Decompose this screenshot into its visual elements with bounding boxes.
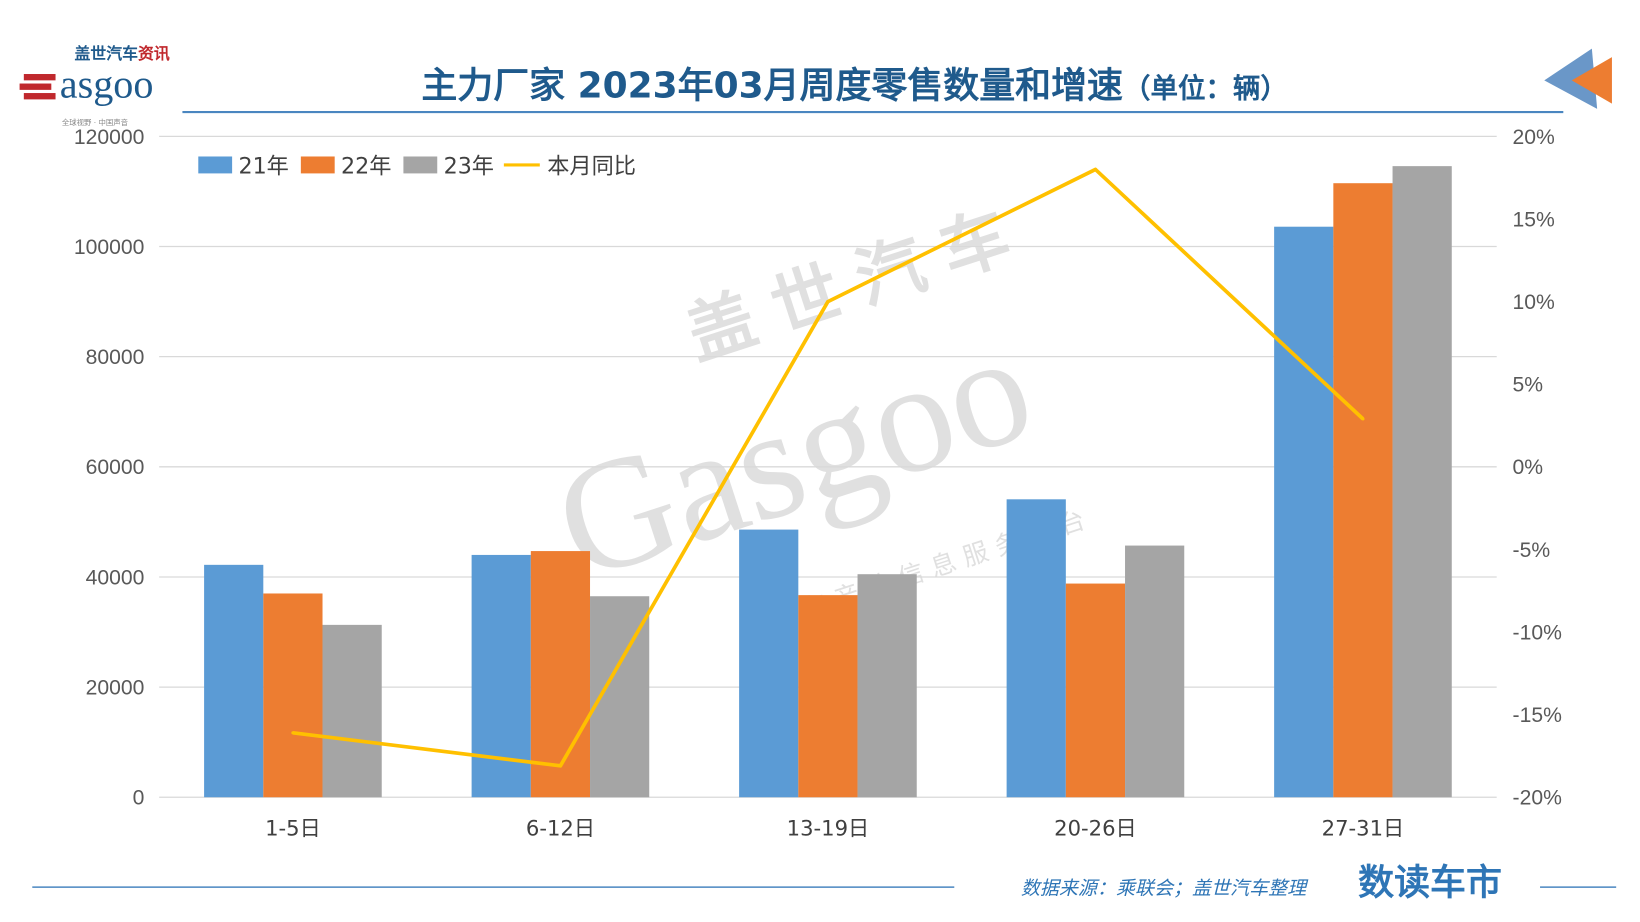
brand-logo: 数读车市 (1358, 863, 1502, 904)
yoy-point (558, 764, 563, 768)
chart-title: 主力厂家 2023年03月周度零售数量和增速（单位：辆） (421, 65, 1288, 106)
y-tick-label: 120000 (74, 126, 145, 149)
bar-22年-6-12日 (530, 551, 591, 798)
yoy-point (1093, 167, 1098, 172)
x-tick-label: 6-12日 (526, 815, 595, 840)
y2-tick-label: -20% (1513, 787, 1563, 810)
y-tick-label: 40000 (86, 566, 145, 589)
legend: 21年 22年 23年 本月同比 (198, 153, 636, 179)
legend-label-21: 21年 (238, 153, 288, 179)
bar-22年-27-31日 (1333, 183, 1393, 798)
y-tick-label: 80000 (86, 346, 145, 369)
bar-23年-20-26日 (1125, 545, 1185, 798)
x-tick-label: 20-26日 (1054, 815, 1137, 840)
legend-swatch-21 (198, 156, 233, 174)
y2-tick-label: 5% (1513, 374, 1544, 397)
legend-label-yoy: 本月同比 (547, 153, 636, 179)
bar-22年-1-5日 (263, 593, 323, 798)
legend-swatch-23 (403, 156, 438, 174)
y2-tick-label: 15% (1513, 208, 1555, 231)
gasgoo-logo: asgoo 盖世汽车资讯 全球视野 · 中国声音 (19, 44, 170, 127)
bar-22年-20-26日 (1065, 583, 1126, 798)
y2-tick-label: 20% (1513, 126, 1555, 149)
bar-21年-20-26日 (1006, 499, 1066, 798)
yoy-point (291, 731, 295, 735)
logo-cn: 盖世汽车资讯 (75, 44, 170, 63)
legend-label-22: 22年 (341, 153, 391, 179)
bar-23年-1-5日 (322, 624, 382, 798)
bar-23年-13-19日 (857, 574, 917, 798)
bar-21年-1-5日 (204, 564, 264, 798)
y2-tick-label: -15% (1513, 704, 1563, 727)
bar-23年-27-31日 (1392, 166, 1452, 798)
corner-arrow-icon (1544, 48, 1612, 109)
y2-tick-label: 10% (1513, 291, 1555, 314)
bar-21年-13-19日 (739, 529, 799, 798)
logo-tagline: 全球视野 · 中国声音 (62, 118, 128, 127)
yoy-point (1361, 417, 1365, 421)
y-tick-label: 60000 (86, 456, 145, 479)
y2-tick-label: 0% (1513, 456, 1544, 479)
source-note: 数据来源：乘联会；盖世汽车整理 (1021, 878, 1309, 900)
legend-swatch-22 (300, 156, 335, 174)
y2-tick-label: -5% (1513, 539, 1551, 562)
legend-label-23: 23年 (444, 153, 494, 179)
x-tick-label: 13-19日 (787, 815, 870, 840)
yoy-point (826, 300, 830, 304)
y-tick-label: 20000 (86, 676, 145, 699)
y2-tick-label: -10% (1513, 621, 1563, 644)
bar-21年-27-31日 (1274, 226, 1334, 798)
x-tick-label: 27-31日 (1322, 815, 1405, 840)
x-tick-label: 1-5日 (265, 815, 321, 840)
bar-22年-13-19日 (798, 595, 858, 798)
y-tick-label: 100000 (74, 236, 145, 259)
logo-wordmark: asgoo (60, 61, 154, 106)
y-tick-label: 0 (133, 787, 145, 810)
